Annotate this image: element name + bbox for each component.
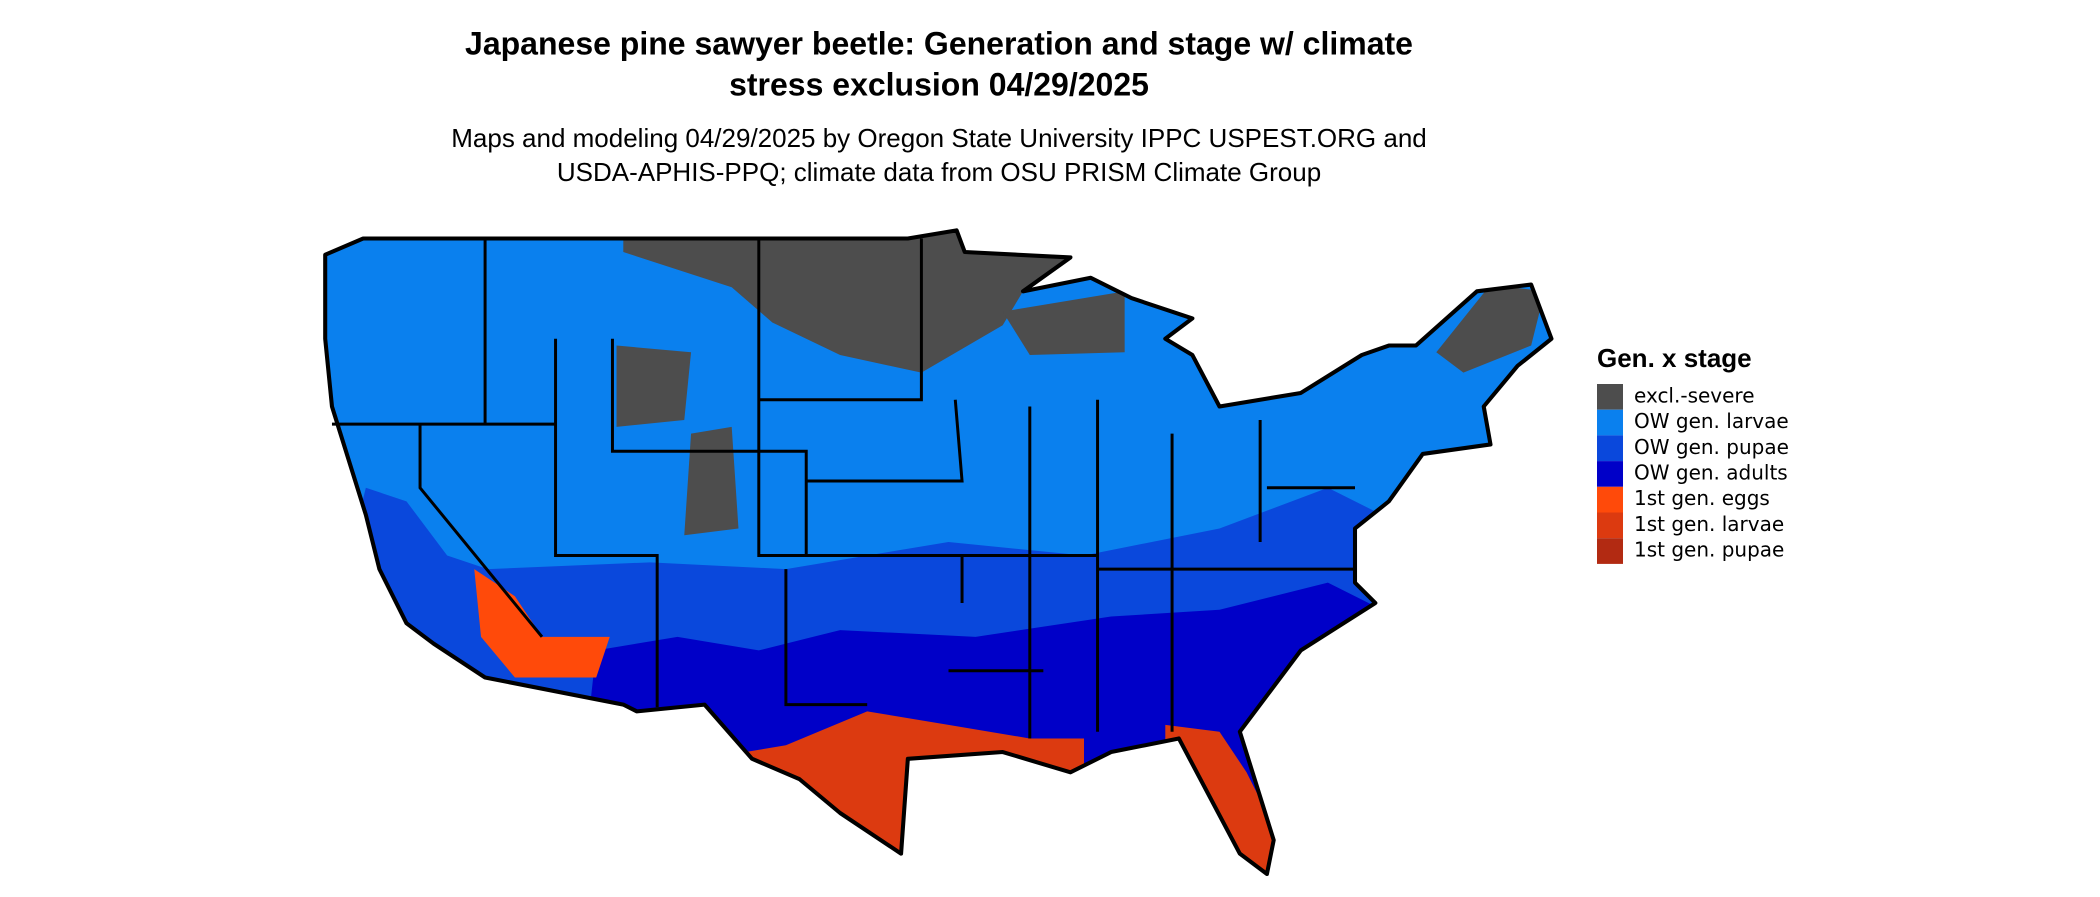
region-excluded xyxy=(1002,291,1125,356)
legend-title: Gen. x stage xyxy=(1597,343,1752,373)
map-subtitle: Maps and modeling 04/29/2025 by Oregon S… xyxy=(451,123,1427,153)
legend-swatch xyxy=(1597,435,1623,462)
country-outline xyxy=(323,228,1554,877)
region-excluded xyxy=(623,230,1071,373)
legend-label: OW gen. pupae xyxy=(1634,435,1789,459)
region-excluded xyxy=(616,345,739,536)
legend-swatch xyxy=(1597,409,1623,436)
region-excluded xyxy=(1436,284,1545,373)
map-subtitle: USDA-APHIS-PPQ; climate data from OSU PR… xyxy=(557,157,1321,187)
legend-label: OW gen. larvae xyxy=(1634,409,1789,433)
legend-label: 1st gen. eggs xyxy=(1634,486,1770,510)
legend-swatch xyxy=(1597,384,1623,410)
legend-swatch xyxy=(1597,538,1623,564)
legend-swatch xyxy=(1597,461,1623,487)
map-title: Japanese pine sawyer beetle: Generation … xyxy=(465,25,1413,61)
legend-swatch xyxy=(1597,512,1623,539)
legend-swatch xyxy=(1597,486,1623,513)
legend-label: OW gen. adults xyxy=(1634,460,1788,484)
legend-label: 1st gen. larvae xyxy=(1634,512,1784,536)
map-title: stress exclusion 04/29/2025 xyxy=(729,66,1149,102)
map xyxy=(323,228,1554,877)
state-borders xyxy=(331,238,1356,739)
legend-label: excl.-severe xyxy=(1634,383,1755,407)
legend-label: 1st gen. pupae xyxy=(1634,538,1784,562)
region-first-larvae xyxy=(1165,724,1301,874)
